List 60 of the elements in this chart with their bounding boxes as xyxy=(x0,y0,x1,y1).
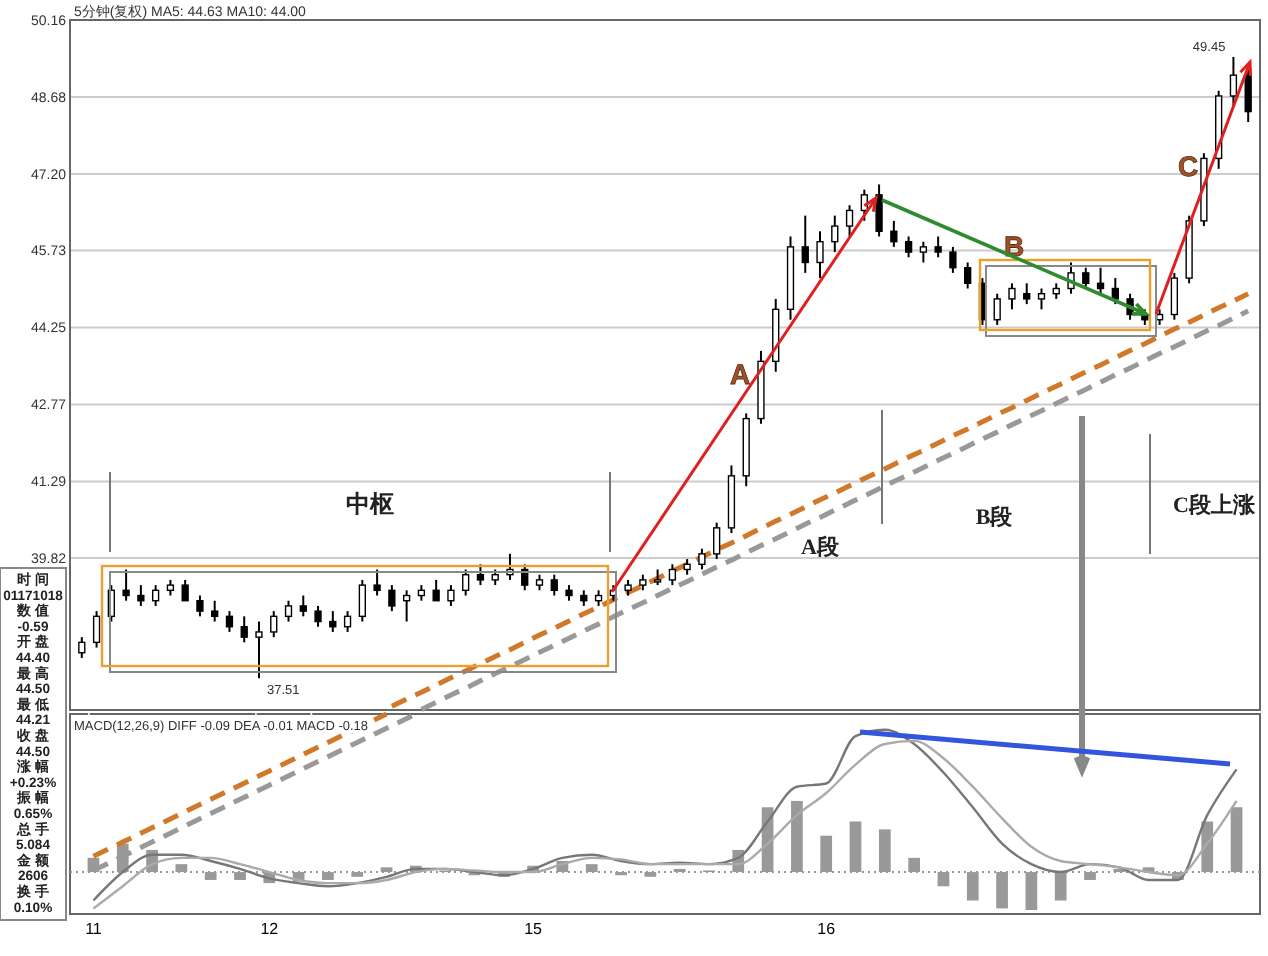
candlestick xyxy=(698,547,706,571)
candlestick xyxy=(225,610,234,633)
candlestick xyxy=(1170,271,1179,321)
candlestick xyxy=(284,599,293,623)
candlestick xyxy=(343,610,352,633)
candlestick xyxy=(875,183,883,238)
candlestick xyxy=(919,240,928,264)
annotation: A段 xyxy=(801,534,841,560)
candlestick xyxy=(402,589,411,623)
candlestick xyxy=(550,573,558,597)
candlestick xyxy=(934,235,942,259)
candlestick xyxy=(122,568,130,602)
candlestick xyxy=(1229,55,1238,108)
candlestick xyxy=(845,204,854,238)
candlestick xyxy=(1008,282,1016,311)
annotation: B段 xyxy=(975,504,1015,530)
candlestick xyxy=(447,584,455,607)
candlestick xyxy=(358,578,366,623)
candlestick xyxy=(211,599,219,623)
candlestick xyxy=(949,245,957,274)
candlestick xyxy=(388,584,396,613)
annotation: C段上涨 xyxy=(1173,492,1257,518)
candlestick xyxy=(270,610,278,639)
candlestick xyxy=(801,214,809,274)
candlestick xyxy=(181,578,189,602)
candlestick xyxy=(1111,277,1119,306)
candlestick xyxy=(816,230,824,280)
candlestick xyxy=(255,620,263,680)
candlestick xyxy=(668,563,677,587)
annotation: A xyxy=(729,358,751,390)
candlestick xyxy=(137,584,145,607)
candlestick xyxy=(196,594,204,618)
candlestick xyxy=(1082,266,1090,290)
candlestick xyxy=(1037,287,1046,311)
candlestick xyxy=(890,219,898,248)
annotation: C xyxy=(1177,150,1199,182)
candlestick xyxy=(1023,282,1031,306)
x-tick-label: 15 xyxy=(524,920,544,938)
candlestick xyxy=(373,568,381,597)
x-tick-label: 16 xyxy=(817,920,837,938)
candlestick xyxy=(314,604,322,628)
candlestick xyxy=(831,214,839,254)
candlestick xyxy=(78,636,86,659)
candlestick xyxy=(432,578,440,602)
candlestick xyxy=(1096,266,1105,295)
candlestick xyxy=(240,615,248,644)
x-tick-label: 11 xyxy=(85,920,103,938)
candlestick xyxy=(964,261,972,290)
candlestick xyxy=(476,563,485,587)
candlestick xyxy=(151,584,160,607)
annotation: 中枢 xyxy=(346,490,394,518)
candlestick xyxy=(92,610,101,649)
candlestick xyxy=(329,610,337,633)
annotation: B xyxy=(1003,230,1025,262)
x-tick-label: 12 xyxy=(260,920,280,938)
candlestick xyxy=(904,235,913,259)
candlestick xyxy=(299,594,307,618)
candlestick xyxy=(713,521,721,561)
candlestick xyxy=(462,568,470,597)
candlestick xyxy=(993,292,1001,326)
